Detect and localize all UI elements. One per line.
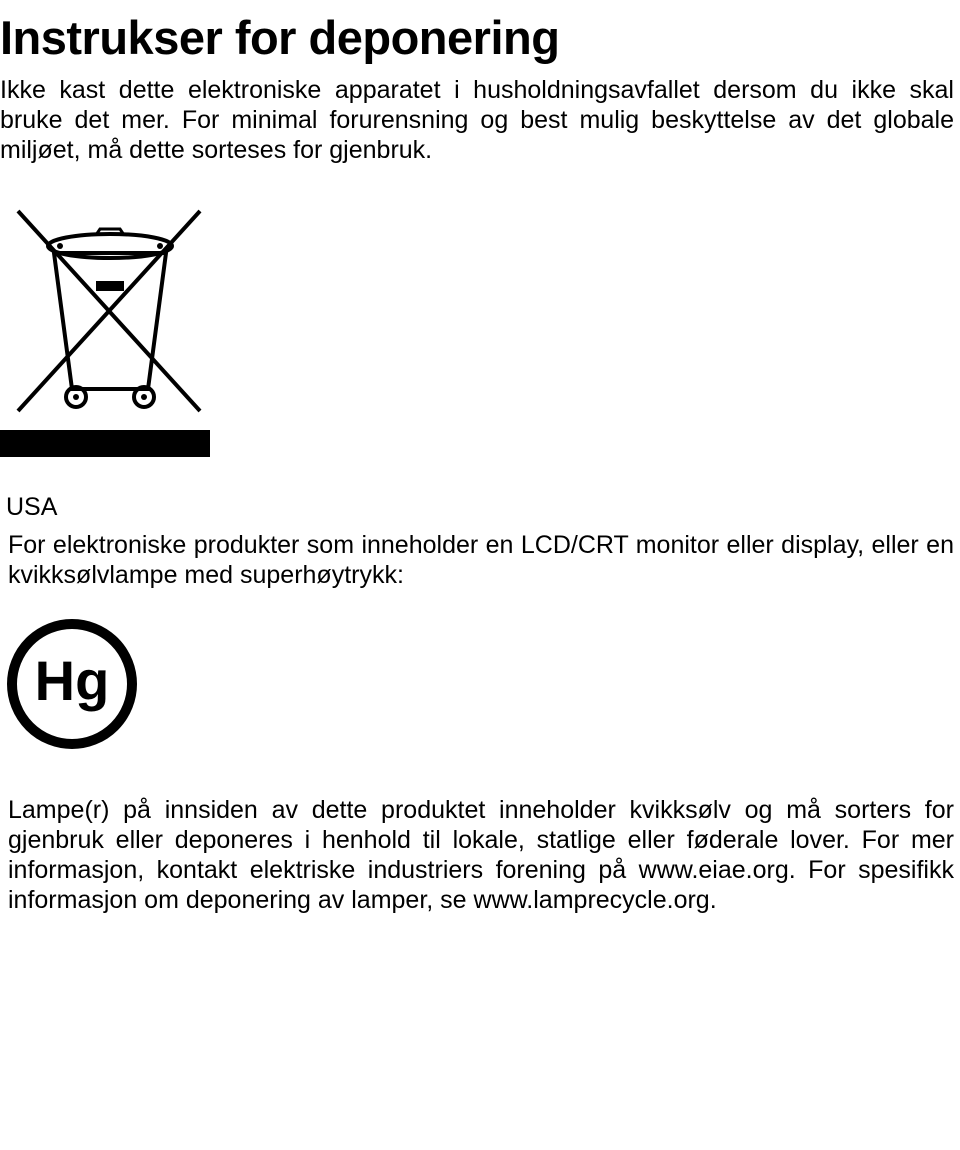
weee-crossed-bin-icon: [0, 193, 210, 418]
page-title: Instrukser for deponering: [0, 10, 954, 65]
body-paragraph: Lampe(r) på innsiden av dette produktet …: [0, 795, 954, 915]
intro-paragraph: Ikke kast dette elektroniske apparatet i…: [0, 75, 954, 165]
usa-section-text: For elektroniske produkter som inneholde…: [0, 530, 954, 590]
usa-section-label: USA: [0, 493, 954, 522]
weee-symbol-block: [0, 193, 954, 457]
weee-underline-bar: [0, 430, 210, 457]
hg-text: Hg: [35, 649, 110, 712]
hg-mercury-icon: Hg: [0, 614, 954, 759]
